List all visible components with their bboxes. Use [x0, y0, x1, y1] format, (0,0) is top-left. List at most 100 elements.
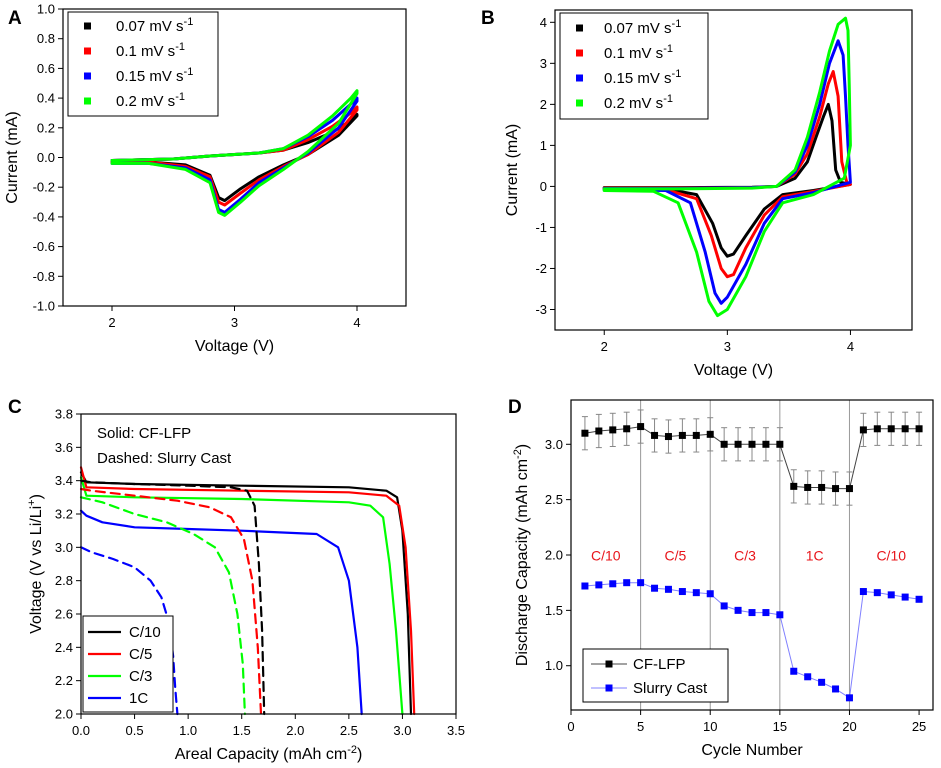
series-line	[79, 496, 246, 716]
x-tick-label: 2	[601, 339, 608, 354]
y-tick-label: 2.0	[545, 548, 563, 563]
plot-frame	[80, 413, 457, 715]
legend-marker	[605, 684, 613, 692]
y-tick-label: 2	[540, 97, 547, 112]
rate-label: C/10	[876, 548, 906, 564]
legend-label: 0.2 mV s-1	[116, 91, 185, 110]
series-line	[79, 466, 416, 716]
data-point	[664, 585, 672, 593]
series-line	[79, 546, 179, 716]
x-tick-label: 0.5	[126, 723, 144, 738]
data-point	[706, 430, 714, 438]
legend-label: 1C	[129, 690, 148, 707]
y-tick-label: 1.0	[545, 658, 563, 673]
y-tick-label: 3.8	[55, 407, 73, 422]
data-point	[804, 673, 812, 681]
legend-box	[67, 11, 219, 117]
panel-a: A 2 3 4 -1.0 -0.8 -0.6 -0.4 -0.2 0.0 0.2 0.4 0.6 0.8 1…	[4, 2, 407, 355]
y-tick-label: -0.6	[33, 239, 55, 254]
legend-marker	[576, 24, 583, 32]
y-tick-label: -1.0	[33, 299, 55, 314]
y-tick-label: 1.0	[37, 2, 55, 17]
panel-c: C 0.0 0.5 1.0 1.5 2.0 2.5 3.0 3.5 2.0 2.2 2.4 2.6 2.8…	[8, 397, 465, 763]
y-tick-label: 0.4	[37, 91, 55, 106]
x-tick-label: 20	[842, 719, 856, 734]
panel-letter: B	[481, 8, 495, 29]
legend-label: 0.07 mV s-1	[116, 16, 193, 35]
panel-letter: A	[8, 8, 22, 29]
panel-letter: C	[8, 397, 22, 418]
legend-label: Slurry Cast	[633, 680, 708, 697]
y-tick-label: -0.4	[33, 209, 55, 224]
y-tick-label: 3.0	[55, 540, 73, 555]
legend-label: 0.15 mV s-1	[604, 68, 681, 87]
data-point	[845, 485, 853, 493]
data-point	[804, 483, 812, 491]
legend-label: CF-LFP	[633, 656, 686, 673]
legend-label: C/3	[129, 668, 152, 685]
y-tick-label: 2.4	[55, 640, 73, 655]
series-line	[79, 476, 404, 716]
y-tick-label: 1.5	[545, 603, 563, 618]
x-tick-label: 5	[637, 719, 644, 734]
data-point	[706, 590, 714, 598]
x-tick-label: 0.0	[72, 723, 90, 738]
data-point	[845, 694, 853, 702]
data-point	[651, 584, 659, 592]
data-point	[734, 606, 742, 614]
data-point	[762, 440, 770, 448]
y-tick-label: 2.8	[55, 573, 73, 588]
data-point	[901, 593, 909, 601]
rate-label: C/5	[665, 548, 687, 564]
series-line	[79, 509, 363, 716]
data-point	[623, 425, 631, 433]
rate-label: C/10	[591, 548, 621, 564]
data-point	[832, 485, 840, 493]
x-tick-label: 1.0	[179, 723, 197, 738]
data-point	[790, 482, 798, 490]
y-axis-label: Voltage (V vs Li/Li+)	[26, 494, 45, 634]
y-tick-label: 0.6	[37, 61, 55, 76]
legend-marker	[576, 99, 583, 107]
data-point	[873, 589, 881, 597]
x-tick-label: 15	[773, 719, 787, 734]
y-tick-label: 3.2	[55, 507, 73, 522]
data-point	[734, 440, 742, 448]
y-tick-label: 3.6	[55, 440, 73, 455]
legend-marker	[84, 47, 91, 55]
legend-label: C/10	[129, 624, 161, 641]
legend-box	[582, 648, 729, 703]
data-point	[859, 426, 867, 434]
data-point	[678, 588, 686, 596]
data-point	[609, 426, 617, 434]
legend-label: 0.1 mV s-1	[604, 43, 673, 62]
y-tick-label: -1	[535, 220, 547, 235]
legend-label: C/5	[129, 646, 152, 663]
annotation-text: Solid: CF-LFP	[97, 425, 191, 442]
y-tick-label: -0.2	[33, 180, 55, 195]
annotation-text: Dashed: Slurry Cast	[97, 450, 232, 467]
y-tick-label: 0.0	[37, 150, 55, 165]
data-point	[720, 602, 728, 610]
y-tick-label: 0.2	[37, 120, 55, 135]
y-tick-label: 1	[540, 138, 547, 153]
data-point	[887, 425, 895, 433]
plot-frame	[554, 9, 913, 331]
legend-label: 0.07 mV s-1	[604, 18, 681, 37]
x-tick-label: 3	[724, 339, 731, 354]
x-axis-label: Voltage (V)	[195, 338, 274, 355]
series-line	[79, 487, 263, 716]
series-line	[110, 89, 359, 217]
data-point	[915, 595, 923, 603]
y-tick-label: -2	[535, 261, 547, 276]
data-point	[581, 582, 589, 590]
y-tick-label: -0.8	[33, 269, 55, 284]
data-point	[651, 431, 659, 439]
series-line	[602, 16, 852, 318]
legend-marker	[84, 72, 91, 80]
y-axis-label: Current (mA)	[4, 111, 21, 203]
data-point	[637, 579, 645, 587]
y-tick-label: 2.6	[55, 607, 73, 622]
y-tick-label: 3.4	[55, 473, 73, 488]
